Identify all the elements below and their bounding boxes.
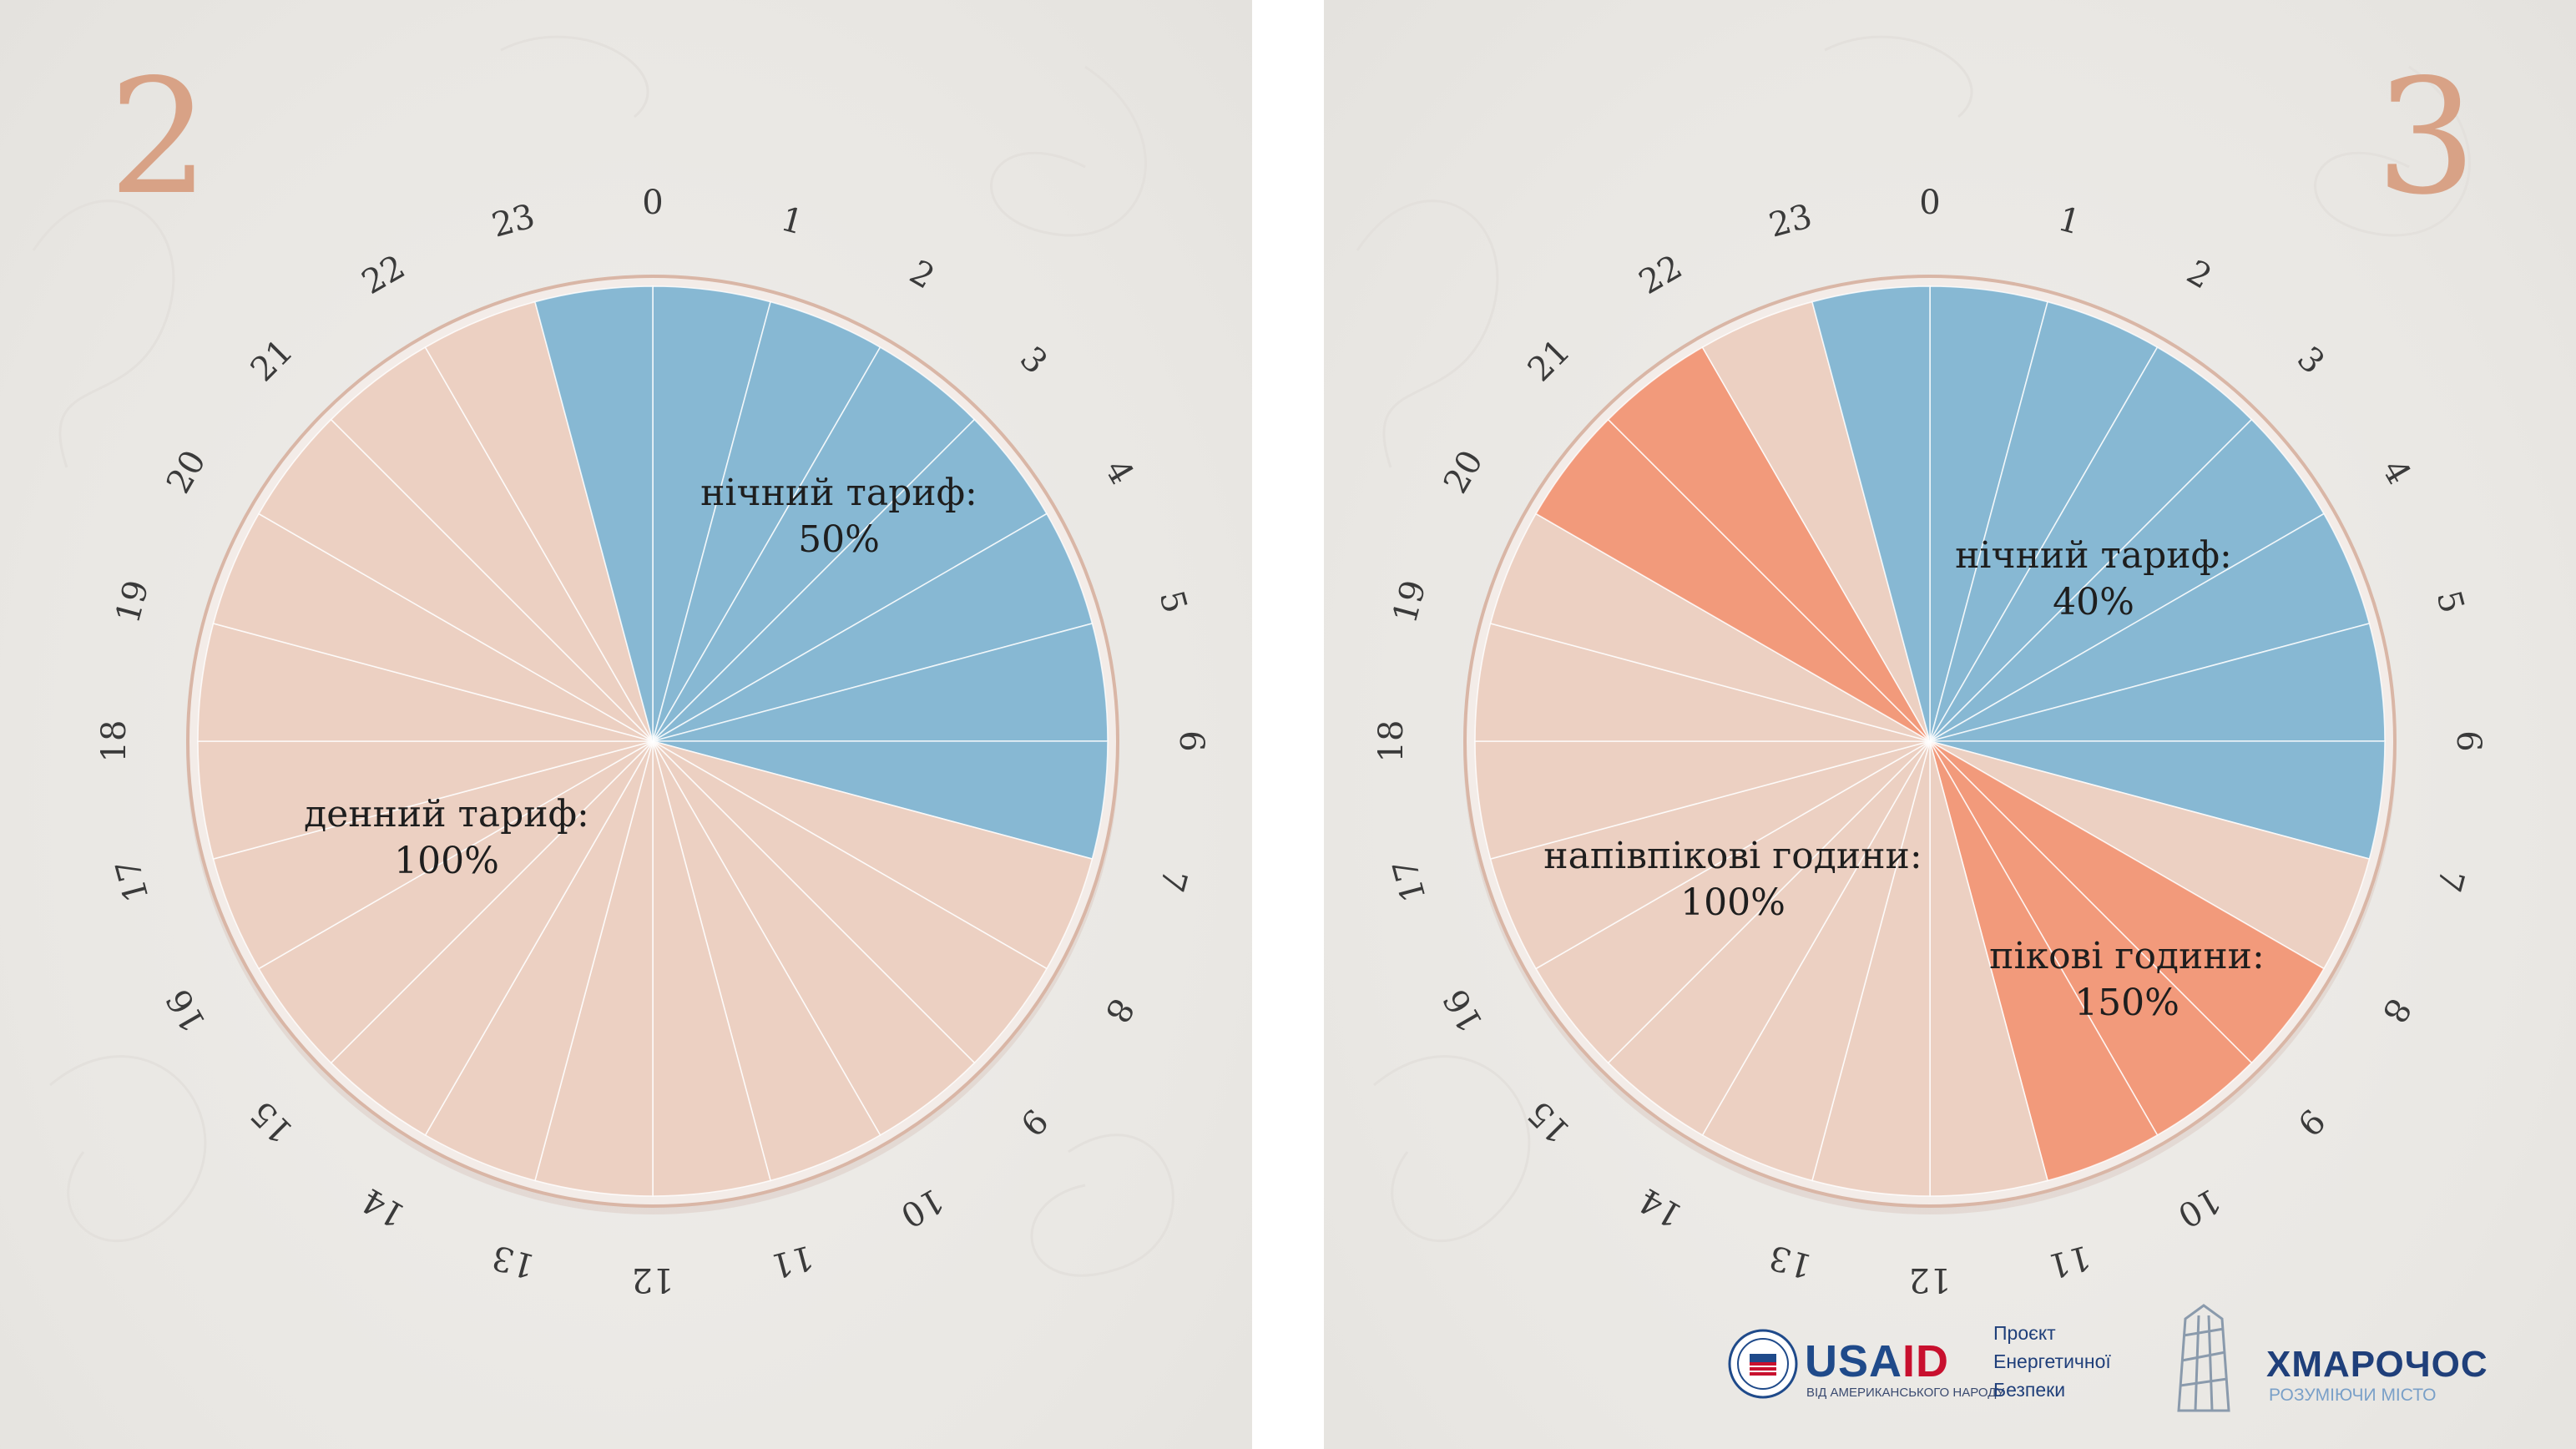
hour-label-15: 15	[244, 1093, 301, 1151]
zone-label-night: нічний тариф:50%	[700, 472, 977, 561]
skyscraper-logo-subtitle: РОЗУМІЮЧИ МІСТО	[2269, 1386, 2437, 1405]
hour-label-6: 6	[1172, 730, 1210, 751]
pie-slices	[1474, 285, 2386, 1197]
zone-label-day: напівпікові години:100%	[1543, 835, 1922, 924]
hour-label-21: 21	[1521, 332, 1578, 390]
hour-label-11: 11	[2043, 1237, 2094, 1285]
hour-label-19: 19	[109, 577, 157, 628]
zone-label-value: 40%	[2053, 581, 2134, 624]
hour-label-23: 23	[488, 197, 539, 245]
background-pattern	[1356, 35, 2471, 1243]
panel-number: 2	[109, 45, 210, 230]
hour-label-5: 5	[2429, 587, 2472, 617]
hour-label-21: 21	[244, 332, 301, 390]
zone-label-value: 150%	[2074, 982, 2179, 1024]
panel-left: 2 0 1 2 3 4 5 6 7 8 9 10 11 12 13 14 15 16 17 18 19 20 21 22 23…	[0, 0, 1252, 1449]
hour-label-19: 19	[1386, 577, 1434, 628]
hour-label-18: 18	[95, 720, 134, 763]
skyscraper-logo-title: ХМАРОЧОС	[2266, 1344, 2488, 1385]
partner-logos: USAID ВІД АМЕРИКАНСЬКОГО НАРОДУ Проєкт Е…	[1728, 1302, 2529, 1427]
hourly-tariff-pie-chart: 0 1234567891011121314151617181920212223ні…	[95, 184, 1210, 1299]
hour-label-12: 12	[1909, 1260, 1952, 1299]
zone-label-text: напівпікові години:	[1543, 835, 1922, 877]
hour-label-6: 6	[2449, 730, 2488, 751]
zone-label-night: нічний тариф:40%	[1955, 534, 2232, 624]
project-line: Проєкт	[1993, 1322, 2056, 1344]
hour-label-8: 8	[2374, 992, 2418, 1029]
hour-label-4: 4	[1097, 453, 1141, 491]
hour-label-1: 1	[777, 199, 807, 242]
zone-label-text: денний тариф:	[304, 793, 589, 836]
hour-label-9: 9	[1013, 1101, 1055, 1144]
hour-label-13: 13	[488, 1237, 539, 1285]
hour-label-8: 8	[1097, 992, 1141, 1029]
hour-label-18: 18	[1372, 720, 1411, 763]
hour-label-7: 7	[1152, 866, 1195, 896]
hour-label-14: 14	[356, 1180, 412, 1234]
hour-label-3: 3	[2290, 340, 2332, 382]
hour-label-3: 3	[1013, 340, 1055, 382]
zone-label-peak: пікові години: 150%	[1989, 935, 2265, 1024]
usaid-seal-icon	[1728, 1329, 1798, 1399]
zone-label-value: 100%	[1680, 881, 1786, 924]
hour-label-22: 22	[356, 248, 412, 302]
hour-label-14: 14	[1633, 1180, 1689, 1234]
hour-label-12: 12	[632, 1260, 674, 1299]
zone-label-text: пікові години:	[1989, 935, 2265, 977]
hour-label-9: 9	[2290, 1101, 2332, 1144]
hour-label-17: 17	[1386, 855, 1434, 906]
project-line: Енергетичної	[1993, 1351, 2111, 1372]
hour-label-7: 7	[2429, 866, 2472, 896]
zone-label-text: нічний тариф:	[1955, 534, 2232, 577]
project-logo-text: Проєкт Енергетичної Безпеки	[1993, 1319, 2111, 1404]
background-pattern	[32, 35, 1174, 1277]
hour-label-22: 22	[1633, 248, 1689, 302]
zone-label-value: 50%	[798, 518, 880, 561]
skyscraper-icon	[2177, 1304, 2230, 1412]
usaid-logo-text: USAID	[1805, 1336, 1950, 1386]
panel-right: 3 0 1 2 3 4 5 6 7 8 9 10 11 12 13 14 15 16 17 18 19 20 21 22 23…	[1324, 0, 2576, 1449]
hour-label-0: 0	[1919, 184, 1940, 222]
hour-label-5: 5	[1152, 587, 1195, 617]
hour-label-17: 17	[109, 855, 157, 906]
hour-label-13: 13	[1765, 1237, 1816, 1285]
hour-label-11: 11	[766, 1237, 817, 1285]
hour-label-1: 1	[2054, 199, 2084, 242]
pie-slice-hour-23	[533, 285, 654, 742]
hour-label-10: 10	[2171, 1180, 2227, 1234]
zone-label-value: 100%	[394, 840, 499, 882]
hour-label-2: 2	[903, 253, 941, 297]
hour-label-16: 16	[159, 982, 214, 1038]
hour-label-20: 20	[159, 444, 214, 500]
zone-label-text: нічний тариф:	[700, 472, 977, 514]
hour-label-0: 0	[642, 184, 663, 222]
panel-number: 3	[2376, 45, 2477, 230]
hour-label-2: 2	[2180, 253, 2218, 297]
hour-label-10: 10	[894, 1180, 950, 1234]
hour-label-15: 15	[1521, 1093, 1578, 1151]
hour-label-4: 4	[2374, 453, 2418, 491]
project-line: Безпеки	[1993, 1379, 2066, 1401]
hour-label-16: 16	[1437, 982, 1491, 1038]
zone-label-day: денний тариф:100%	[304, 793, 589, 882]
pie-slices	[197, 285, 1109, 1197]
pie-slice-hour-23	[1811, 285, 1931, 742]
usaid-subtitle: ВІД АМЕРИКАНСЬКОГО НАРОДУ	[1806, 1386, 2005, 1400]
hour-label-20: 20	[1437, 444, 1491, 500]
hourly-tariff-pie-chart: 0 1234567891011121314151617181920212223ні…	[1372, 184, 2488, 1299]
hour-label-23: 23	[1765, 197, 1816, 245]
